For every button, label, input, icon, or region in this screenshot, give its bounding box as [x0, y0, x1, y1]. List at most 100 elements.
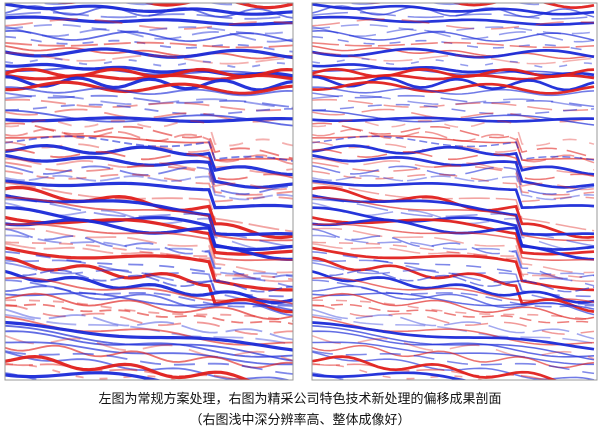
- reflector: [5, 299, 293, 322]
- reflector: [5, 382, 293, 386]
- reflector: [312, 30, 595, 42]
- reflector: [312, 26, 595, 43]
- reflector: [312, 242, 595, 283]
- reflector: [312, 330, 595, 358]
- reflector: [312, 355, 558, 380]
- reflector: [312, 381, 594, 385]
- reflector: [344, 3, 557, 6]
- reflector: [5, 354, 252, 380]
- reflector: [312, 52, 595, 65]
- reflector: [5, 308, 293, 341]
- reflector: [5, 45, 293, 60]
- reflector: [5, 223, 293, 262]
- reflector: [5, 18, 293, 30]
- reflector: [312, 382, 594, 386]
- reflector: [312, 73, 595, 81]
- reflector: [5, 29, 293, 43]
- reflector: [312, 292, 595, 320]
- reflector: [5, 80, 293, 95]
- reflector: [5, 206, 293, 252]
- reflector: [5, 227, 293, 274]
- reflector: [5, 341, 293, 366]
- reflector: [312, 119, 595, 147]
- reflector: [312, 98, 595, 112]
- reflector: [312, 279, 595, 308]
- reflector: [312, 86, 595, 97]
- reflector: [312, 148, 595, 181]
- reflector: [312, 103, 595, 116]
- reflector: [312, 63, 595, 77]
- reflector: [5, 303, 293, 336]
- reflector: [37, 3, 250, 6]
- reflector: [5, 196, 293, 242]
- reflector: [312, 303, 595, 324]
- caption-line: （右图浅中深分辨率高、整体成像好）: [189, 413, 411, 428]
- reflector: [5, 182, 293, 233]
- reflector: [5, 3, 293, 16]
- reflector: [312, 45, 595, 60]
- reflector: [5, 103, 293, 116]
- reflector: [312, 154, 595, 189]
- reflector: [5, 381, 293, 385]
- reflector: [312, 182, 595, 232]
- reflector: [5, 47, 293, 60]
- reflector: [312, 75, 595, 92]
- reflector: [312, 144, 595, 176]
- reflector: [312, 186, 595, 239]
- reflector: [5, 119, 293, 147]
- reflector: [5, 62, 293, 78]
- reflector: [5, 292, 293, 321]
- reflector: [5, 334, 293, 362]
- reflector: [312, 269, 595, 293]
- panel-border: [4, 2, 294, 381]
- reflector: [5, 153, 293, 190]
- reflector: [312, 228, 595, 280]
- reflector: [5, 362, 291, 380]
- reflector: [312, 67, 595, 78]
- reflector: [312, 234, 595, 277]
- reflector: [312, 3, 595, 16]
- reflector: [5, 363, 179, 380]
- reflector: [312, 196, 594, 242]
- reflector: [312, 179, 595, 209]
- reflector: [5, 35, 293, 53]
- reflector: [312, 285, 595, 316]
- reflector: [312, 350, 595, 375]
- reflector: [312, 80, 595, 95]
- reflector: [312, 116, 595, 123]
- reflector: [312, 334, 595, 360]
- reflector: [5, 143, 293, 177]
- reflector: [5, 116, 293, 123]
- reflector: [5, 86, 293, 97]
- reflector: [54, 3, 293, 10]
- reflector: [312, 303, 595, 335]
- reflector: [5, 174, 293, 201]
- reflector: [312, 344, 595, 369]
- reflector: [312, 135, 595, 161]
- reflector: [312, 174, 595, 201]
- reflector: [312, 5, 595, 18]
- reflector: [5, 241, 293, 281]
- seismic-section-right: [312, 3, 597, 386]
- reflector: [312, 292, 595, 310]
- reflector: [5, 261, 293, 288]
- reflector: [5, 269, 293, 293]
- reflector: [5, 148, 293, 181]
- reflector: [312, 371, 469, 380]
- reflector: [5, 67, 293, 79]
- reflector: [5, 51, 293, 65]
- reflector: [312, 41, 595, 49]
- reflector: [312, 325, 595, 361]
- reflector: [5, 164, 293, 196]
- reflector: [5, 98, 293, 112]
- reflector: [5, 170, 293, 203]
- reflector: [312, 18, 595, 30]
- reflector: [5, 26, 293, 43]
- reflector: [312, 321, 595, 351]
- reflector: [5, 198, 293, 248]
- reflector: [312, 170, 595, 203]
- reflector: [5, 11, 293, 20]
- reflector: [312, 276, 595, 304]
- reflector: [5, 371, 163, 380]
- reflector: [312, 122, 595, 159]
